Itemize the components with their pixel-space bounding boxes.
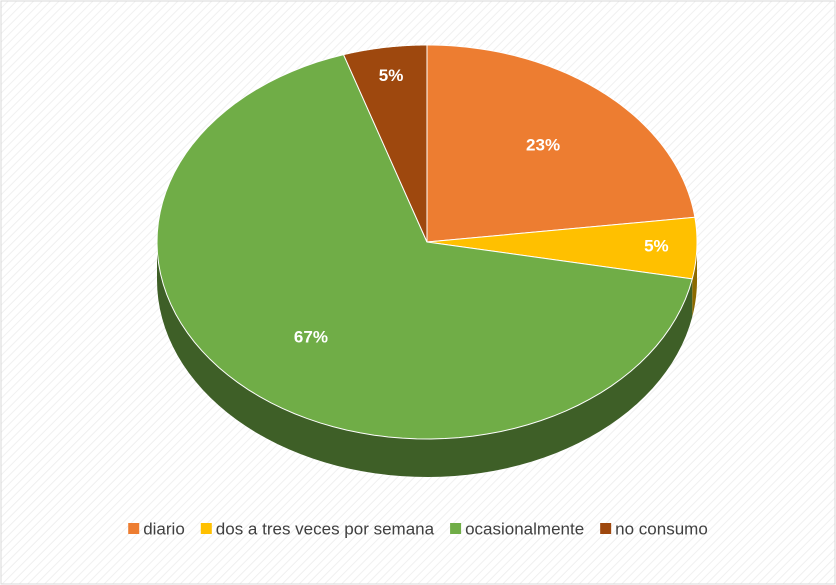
legend-label: diario xyxy=(143,519,185,538)
data-label: 23% xyxy=(526,135,560,154)
pie: 23% 5% 67% 5% xyxy=(156,44,698,477)
legend: diario dos a tres veces por semana ocasion… xyxy=(128,519,708,538)
pie-slice xyxy=(426,216,698,280)
data-label: 5% xyxy=(379,66,404,85)
legend-label: dos a tres veces por semana xyxy=(216,519,435,538)
pie-slice xyxy=(426,44,696,243)
pie-slice xyxy=(156,54,693,440)
legend-swatch xyxy=(128,523,140,534)
data-label: 5% xyxy=(644,237,669,256)
legend-swatch xyxy=(450,523,462,534)
data-label: 67% xyxy=(294,328,328,347)
legend-swatch xyxy=(600,523,612,534)
legend-label: ocasionalmente xyxy=(465,519,584,538)
pie-side xyxy=(157,242,693,477)
legend-label: no consumo xyxy=(615,519,708,538)
pie-slice xyxy=(342,44,428,243)
legend-swatch xyxy=(200,523,212,534)
